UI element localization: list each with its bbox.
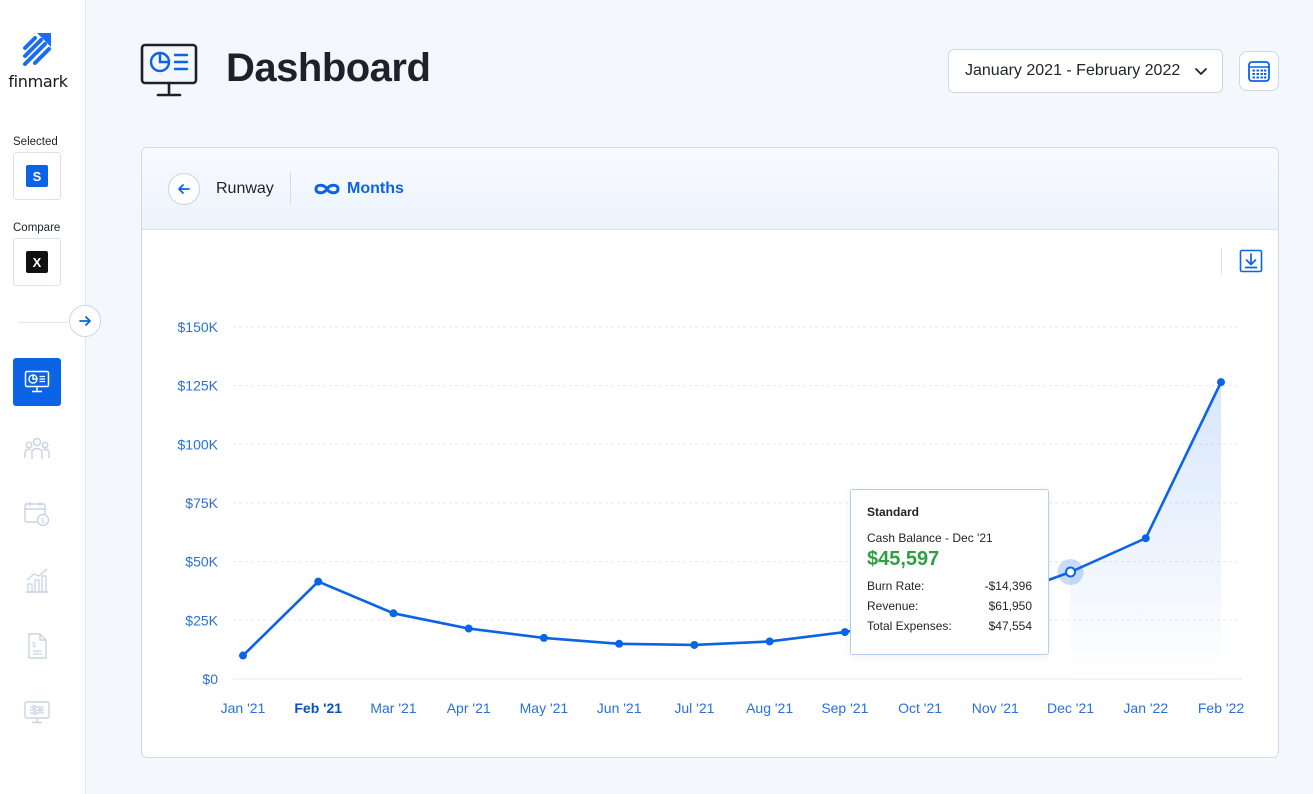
selected-entity-badge: S xyxy=(26,165,48,187)
data-point[interactable] xyxy=(1141,534,1150,543)
tooltip-series: Standard xyxy=(867,505,920,519)
runway-value-text: Months xyxy=(347,180,404,197)
tooltip-row-value: $61,950 xyxy=(988,599,1032,613)
chart-series-line xyxy=(242,381,1223,657)
svg-text:$: $ xyxy=(31,640,36,649)
nav-calendar-money[interactable]: $ xyxy=(13,490,61,538)
tooltip-row-burn-rate: Burn Rate: -$14,396 xyxy=(867,579,1032,593)
monitor-settings-icon xyxy=(24,701,50,724)
bar-chart-icon xyxy=(26,568,48,593)
tooltip-row-total-expenses: Total Expenses: $47,554 xyxy=(867,619,1032,633)
x-tick-label[interactable]: Nov '21 xyxy=(972,700,1019,716)
compare-label: Compare xyxy=(13,222,61,234)
card-header: Runway Months xyxy=(142,148,1278,230)
tooltip-value: $45,597 xyxy=(867,548,940,570)
tooltip-row-revenue: Revenue: $61,950 xyxy=(867,599,1032,613)
calendar-grid-icon xyxy=(1248,61,1270,82)
finmark-logo-icon xyxy=(23,33,51,66)
chevron-down-icon xyxy=(1195,68,1207,75)
data-point[interactable] xyxy=(840,628,849,637)
tooltip-row-value: $47,554 xyxy=(988,619,1032,633)
header-divider xyxy=(290,172,291,204)
data-point[interactable] xyxy=(690,640,699,649)
dashboard-header-icon xyxy=(140,43,198,104)
document-money-icon: $ xyxy=(28,633,47,659)
selected-label: Selected xyxy=(13,136,58,148)
x-tick-label[interactable]: Feb '21 xyxy=(294,700,342,716)
arrow-left-icon xyxy=(178,184,190,194)
data-point[interactable] xyxy=(389,609,398,618)
sidebar-divider xyxy=(18,322,68,323)
nav-people[interactable] xyxy=(13,424,61,472)
data-point[interactable] xyxy=(314,577,323,586)
dashboard-icon xyxy=(24,370,50,393)
nav-bar-chart[interactable] xyxy=(13,556,61,604)
data-point-active[interactable] xyxy=(1065,566,1077,578)
calendar-money-icon: $ xyxy=(24,502,50,527)
infinity-icon xyxy=(314,183,340,195)
compare-entity-badge: X xyxy=(26,251,48,273)
tooltip-row-label: Revenue: xyxy=(867,599,919,613)
download-icon xyxy=(1239,249,1263,273)
logo-text: finmark xyxy=(8,72,68,91)
finmark-logo[interactable]: finmark xyxy=(6,30,70,91)
nav-dashboard[interactable] xyxy=(13,358,61,406)
runway-value: Months xyxy=(313,180,404,198)
nav-monitor-settings[interactable] xyxy=(13,688,61,736)
data-point[interactable] xyxy=(615,639,624,648)
x-tick-label[interactable]: Apr '21 xyxy=(447,700,491,716)
download-divider xyxy=(1221,248,1222,274)
data-point[interactable] xyxy=(464,624,473,633)
sidebar-expand-button[interactable] xyxy=(69,305,101,337)
tooltip-title: Cash Balance - Dec '21 xyxy=(867,531,993,545)
data-point[interactable] xyxy=(765,637,774,646)
x-tick-label[interactable]: Oct '21 xyxy=(898,700,942,716)
y-tick-label: $50K xyxy=(185,554,218,570)
x-tick-label[interactable]: Aug '21 xyxy=(746,700,793,716)
x-tick-label[interactable]: Feb '22 xyxy=(1198,700,1244,716)
date-range-value: January 2021 - February 2022 xyxy=(965,62,1181,79)
y-tick-label: $0 xyxy=(202,671,218,687)
tooltip-row-label: Burn Rate: xyxy=(867,579,925,593)
x-tick-label[interactable]: Sep '21 xyxy=(821,700,868,716)
y-tick-label: $75K xyxy=(185,495,218,511)
data-point[interactable] xyxy=(1217,378,1225,387)
x-tick-label[interactable]: Dec '21 xyxy=(1047,700,1094,716)
tooltip-row-label: Total Expenses: xyxy=(867,619,952,633)
data-point[interactable] xyxy=(539,633,548,642)
chart-tooltip: Standard Cash Balance - Dec '21 $45,597 … xyxy=(850,489,1049,655)
selected-entity-button[interactable]: S xyxy=(13,152,61,200)
calendar-view-button[interactable] xyxy=(1239,51,1279,91)
x-tick-label[interactable]: Jun '21 xyxy=(597,700,642,716)
metric-name: Runway xyxy=(216,180,274,197)
back-button[interactable] xyxy=(168,173,200,205)
x-tick-label[interactable]: May '21 xyxy=(520,700,569,716)
y-tick-label: $150K xyxy=(178,319,219,335)
y-tick-label: $100K xyxy=(178,436,219,452)
x-tick-label[interactable]: Jan '21 xyxy=(221,700,266,716)
data-point[interactable] xyxy=(239,651,247,660)
svg-text:$: $ xyxy=(41,517,45,525)
y-tick-label: $125K xyxy=(178,378,219,394)
nav-document-money[interactable]: $ xyxy=(13,622,61,670)
download-button[interactable] xyxy=(1239,249,1263,273)
sidebar: finmark Selected S Compare X xyxy=(0,0,86,794)
date-range-select[interactable]: January 2021 - February 2022 xyxy=(948,49,1223,93)
y-tick-label: $25K xyxy=(185,612,218,628)
x-tick-label[interactable]: Jan '22 xyxy=(1123,700,1168,716)
x-tick-label[interactable]: Mar '21 xyxy=(370,700,416,716)
chart-area-fill xyxy=(1070,382,1221,679)
people-icon xyxy=(24,437,50,459)
arrow-right-icon xyxy=(79,316,91,326)
tooltip-row-value: -$14,396 xyxy=(984,579,1032,593)
x-tick-label[interactable]: Jul '21 xyxy=(674,700,714,716)
page-title: Dashboard xyxy=(226,46,431,90)
compare-entity-button[interactable]: X xyxy=(13,238,61,286)
